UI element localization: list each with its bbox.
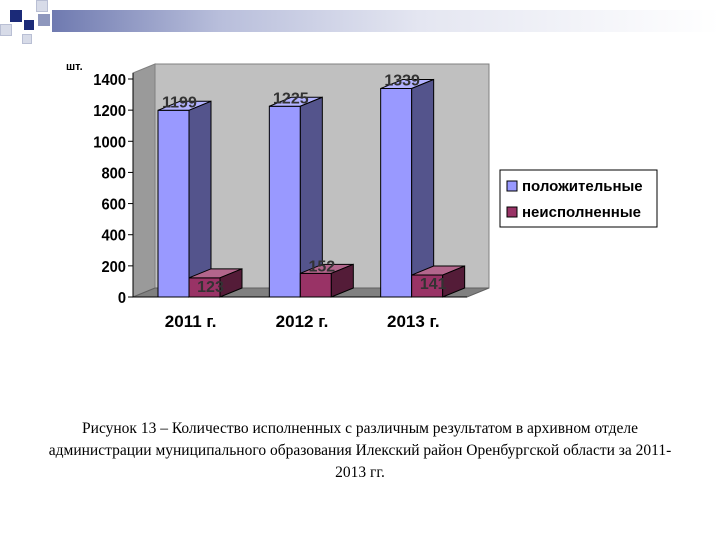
bar-positive	[157, 109, 190, 298]
y-tick-label: 1200	[93, 103, 126, 121]
deco-square	[24, 20, 34, 30]
bar-side-face	[219, 268, 243, 298]
data-label: 152	[308, 258, 335, 275]
bar-chart: 0 200 400 600 800 1000 1200 1400 шт. 1199 123 2011 …	[66, 61, 658, 331]
bar-positive	[268, 105, 301, 298]
bar-side-face	[330, 263, 354, 298]
chart-side-wall	[132, 63, 156, 298]
legend-label: неисполненные	[522, 204, 641, 221]
y-tick-label: 0	[118, 289, 126, 307]
x-tick-label: 2013 г.	[387, 312, 440, 331]
legend-swatch	[506, 180, 518, 192]
legend-label: положительные	[522, 178, 643, 195]
data-label: 1339	[384, 72, 420, 89]
unit-label: шт.	[66, 61, 83, 73]
deco-square	[36, 0, 48, 12]
y-tick-label: 200	[101, 258, 126, 276]
bar-side-face	[442, 265, 466, 298]
bar-side-face	[411, 78, 435, 298]
bar-unfulfilled	[299, 272, 332, 298]
y-tick-label: 1400	[93, 71, 126, 89]
y-tick-label: 800	[101, 165, 126, 183]
y-tick-label: 400	[101, 227, 126, 245]
legend-box	[499, 169, 658, 228]
bar-positive	[380, 87, 413, 298]
deco-square	[0, 24, 12, 36]
data-label: 123	[197, 279, 224, 296]
x-tick-label: 2011 г.	[165, 312, 217, 331]
figure-caption: Рисунок 13 – Количество исполненных с ра…	[48, 420, 672, 481]
deco-square	[10, 10, 22, 22]
legend-swatch	[506, 206, 518, 218]
deco-square	[38, 14, 50, 26]
x-tick-label: 2012 г.	[276, 312, 329, 331]
y-tick-label: 1000	[93, 134, 126, 152]
bar-side-face	[188, 100, 212, 298]
data-label: 1199	[162, 94, 197, 111]
data-label: 141	[420, 276, 447, 293]
data-label: 1225	[273, 90, 309, 107]
header-gradient-bar	[52, 10, 720, 32]
y-tick-label: 600	[101, 196, 126, 214]
deco-square	[22, 34, 32, 44]
